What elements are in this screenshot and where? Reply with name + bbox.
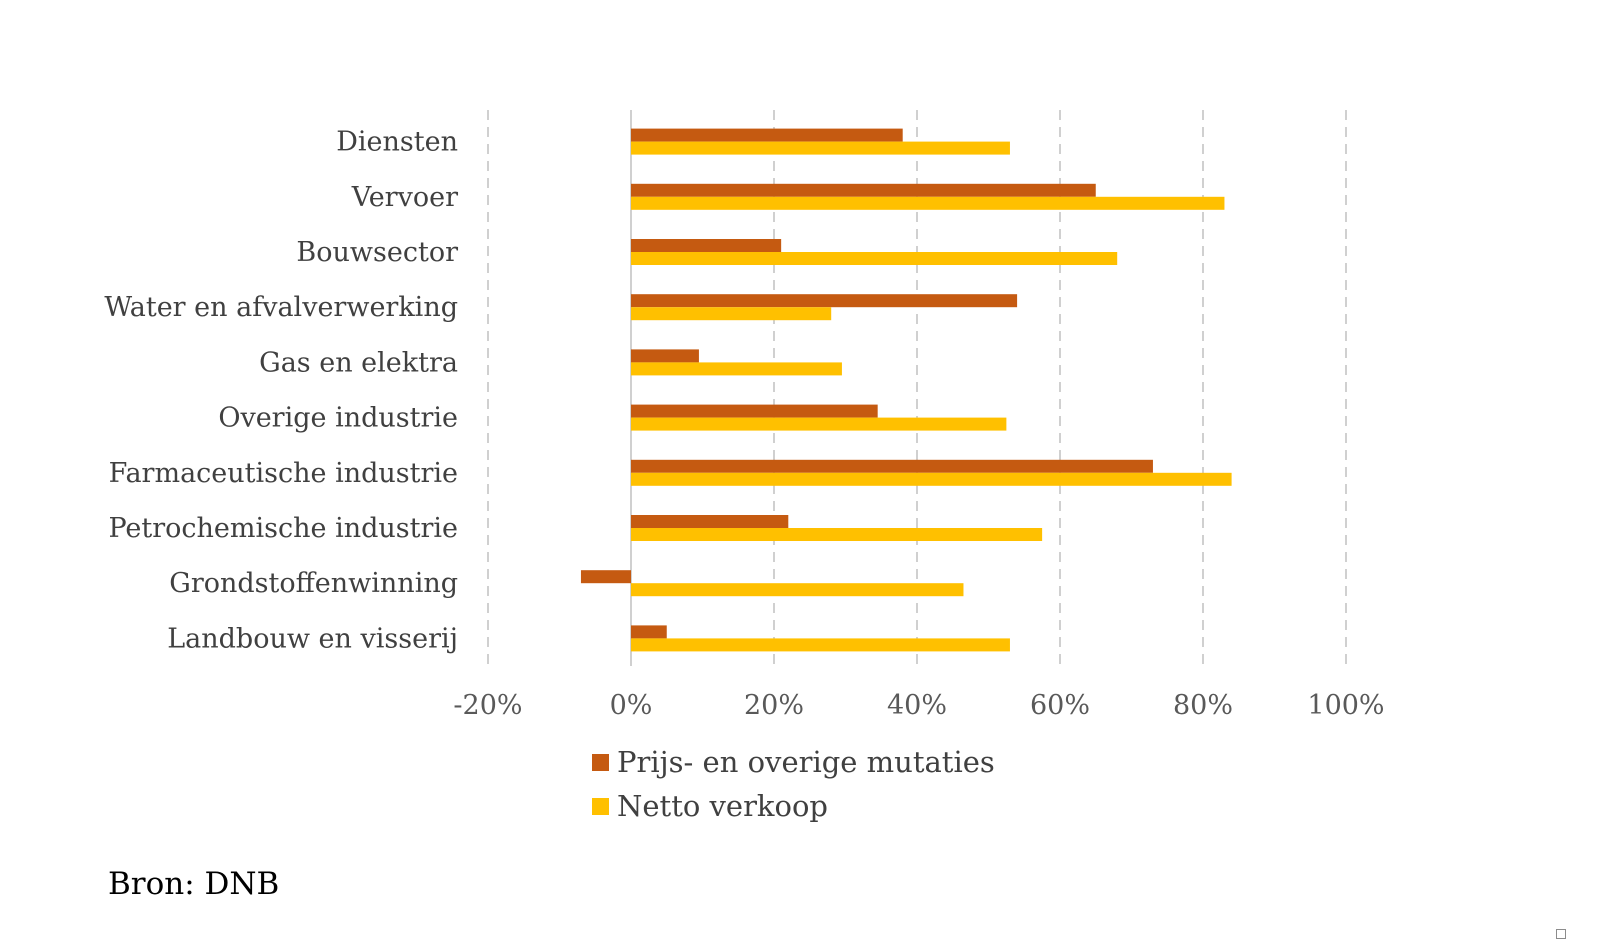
- bar-netto-4: [631, 362, 842, 376]
- x-tick-label: 60%: [1030, 690, 1090, 721]
- category-labels: Diensten Vervoer Bouwsector Water en afvalv…: [104, 127, 458, 655]
- bar-netto-5: [631, 417, 1007, 431]
- x-tick-label: 20%: [744, 690, 804, 721]
- category-label: Grondstoffenwinning: [169, 568, 458, 599]
- bar-prijs-9: [631, 625, 667, 639]
- category-label: Farmaceutische industrie: [109, 458, 458, 489]
- source-note: Bron: DNB: [108, 866, 280, 902]
- legend-label-0: Prijs- en overige mutaties: [617, 745, 995, 779]
- legend-swatch-0: [592, 754, 609, 771]
- x-tick-label: 100%: [1307, 690, 1384, 721]
- legend-swatch-1: [592, 798, 609, 815]
- bar-prijs-6: [631, 459, 1153, 473]
- bar-prijs-1: [631, 183, 1096, 197]
- x-tick-label: 40%: [887, 690, 947, 721]
- bar-prijs-4: [631, 349, 699, 363]
- bar-netto-8: [631, 583, 964, 597]
- category-label: Gas en elektra: [259, 347, 458, 378]
- bar-netto-0: [631, 141, 1010, 155]
- bars: [580, 128, 1232, 652]
- bar-prijs-2: [631, 239, 782, 252]
- resize-handle[interactable]: [1556, 929, 1566, 939]
- x-tick-label: 0%: [610, 690, 653, 721]
- bar-netto-9: [631, 638, 1010, 652]
- legend: Prijs- en overige mutaties Netto verkoop: [592, 745, 995, 823]
- category-label: Water en afvalverwerking: [104, 292, 458, 323]
- category-label: Landbouw en visserij: [167, 623, 458, 654]
- bar-prijs-7: [631, 515, 789, 528]
- category-label: Diensten: [336, 127, 458, 158]
- bar-netto-3: [631, 307, 832, 321]
- x-axis-tick-labels: -20% 0% 20% 40% 60% 80% 100%: [453, 690, 1384, 721]
- bar-prijs-8: [580, 570, 631, 584]
- category-label: Overige industrie: [218, 403, 458, 434]
- category-label: Petrochemische industrie: [108, 513, 458, 544]
- bar-prijs-5: [631, 404, 878, 418]
- category-label: Vervoer: [351, 182, 458, 213]
- x-tick-label: -20%: [453, 690, 522, 721]
- bar-netto-6: [631, 472, 1232, 486]
- bar-netto-2: [631, 252, 1118, 265]
- category-label: Bouwsector: [296, 237, 458, 268]
- legend-label-1: Netto verkoop: [617, 789, 828, 823]
- bar-prijs-0: [631, 128, 903, 142]
- bar-netto-7: [631, 528, 1043, 541]
- bar-prijs-3: [631, 294, 1018, 308]
- bar-netto-1: [631, 196, 1225, 210]
- x-tick-label: 80%: [1173, 690, 1233, 721]
